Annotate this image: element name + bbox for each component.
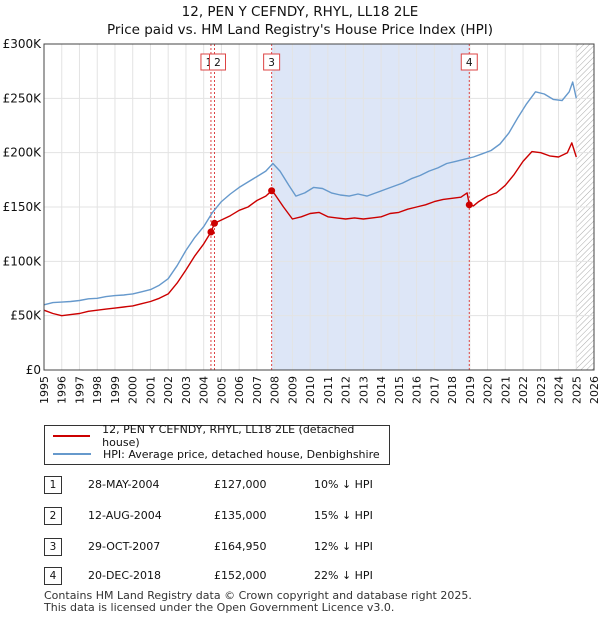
transaction-row: 4 20-DEC-2018 £152,000 22% ↓ HPI	[44, 567, 404, 587]
x-tick-label: 2003	[180, 376, 193, 404]
legend-item-hpi: HPI: Average price, detached house, Denb…	[53, 446, 380, 462]
sale-number-label: 2	[214, 57, 221, 69]
x-tick-label: 2024	[553, 376, 566, 404]
x-tick-label: 2016	[411, 376, 424, 404]
x-tick-label: 2007	[251, 376, 264, 404]
x-tick-label: 2009	[286, 376, 299, 404]
x-tick-label: 2010	[304, 376, 317, 404]
transaction-number: 2	[44, 507, 62, 525]
x-tick-label: 2004	[198, 376, 211, 404]
x-tick-label: 1997	[73, 376, 86, 404]
x-tick-label: 1996	[56, 376, 69, 404]
y-tick-label: £0	[26, 363, 41, 377]
x-tick-label: 2013	[357, 376, 370, 404]
transaction-row: 2 12-AUG-2004 £135,000 15% ↓ HPI	[44, 507, 404, 527]
x-tick-label: 2018	[446, 376, 459, 404]
sale-number-box	[460, 53, 478, 71]
sale-point	[268, 187, 276, 195]
x-tick-label: 1995	[38, 376, 51, 404]
x-tick-label: 2023	[535, 376, 548, 404]
x-tick-label: 2006	[233, 376, 246, 404]
transaction-hpi-diff: 10% ↓ HPI	[314, 478, 373, 491]
price-chart: 1 2 3 4 £0 £50K £100K £150K £200K £250K £300K 1995 1…	[3, 37, 600, 404]
x-tick-label: 2008	[269, 376, 282, 404]
x-tick-label: 2014	[375, 376, 388, 404]
footer-copyright: Contains HM Land Registry data © Crown c…	[44, 589, 472, 602]
x-tick-label: 2026	[588, 376, 600, 404]
transaction-date: 29-OCT-2007	[88, 540, 161, 553]
x-tick-label: 2020	[482, 376, 495, 404]
legend-label-hpi: HPI: Average price, detached house, Denb…	[103, 447, 380, 461]
hpi-series-line	[43, 81, 577, 306]
sale-number-box	[263, 53, 281, 71]
x-tick-label: 2000	[127, 376, 140, 404]
transaction-number: 1	[44, 476, 62, 494]
transaction-date: 20-DEC-2018	[88, 569, 162, 582]
y-tick-label: £100K	[3, 254, 43, 268]
transaction-price: £152,000	[214, 569, 267, 582]
sale-point	[465, 201, 473, 209]
sale-number-label: 1	[206, 57, 213, 69]
x-tick-label: 2022	[517, 376, 530, 404]
x-tick-label: 2015	[393, 376, 406, 404]
y-tick-label: £300K	[3, 37, 43, 51]
y-tick-label: £50K	[10, 309, 42, 323]
transaction-hpi-diff: 12% ↓ HPI	[314, 540, 373, 553]
x-tick-label: 2017	[428, 376, 441, 404]
y-tick-label: £200K	[3, 146, 43, 160]
sale-number-label: 3	[268, 57, 275, 69]
y-tick-label: £250K	[3, 91, 43, 105]
x-tick-label: 1999	[109, 376, 122, 404]
x-tick-label: 2021	[499, 376, 512, 404]
property-series-line	[43, 142, 577, 317]
x-tick-label: 2019	[464, 376, 477, 404]
plot-border	[43, 43, 595, 371]
transaction-date: 28-MAY-2004	[88, 478, 160, 491]
transaction-row: 1 28-MAY-2004 £127,000 10% ↓ HPI	[44, 476, 404, 496]
legend-swatch-hpi	[53, 453, 91, 455]
chart-title-address: 12, PEN Y CEFNDY, RHYL, LL18 2LE	[181, 4, 419, 20]
x-tick-label: 2005	[215, 376, 228, 404]
x-tick-label: 1998	[91, 376, 104, 404]
x-tick-label: 2001	[144, 376, 157, 404]
transaction-number: 4	[44, 567, 62, 585]
sale-point	[211, 219, 218, 227]
x-tick-label: 2025	[570, 376, 583, 404]
legend-label-property: 12, PEN Y CEFNDY, RHYL, LL18 2LE (detach…	[102, 423, 355, 449]
transaction-price: £164,950	[214, 540, 267, 553]
x-tick-label: 2011	[322, 376, 335, 404]
sale-number-label: 4	[466, 57, 473, 69]
footer-attribution: Contains HM Land Registry data © Crown c…	[44, 590, 472, 614]
transaction-date: 12-AUG-2004	[88, 509, 162, 522]
y-tick-label: £150K	[3, 200, 43, 214]
transaction-hpi-diff: 15% ↓ HPI	[314, 509, 373, 522]
x-tick-label: 2012	[340, 376, 353, 404]
transaction-hpi-diff: 22% ↓ HPI	[314, 569, 373, 582]
footer-license: This data is licensed under the Open Gov…	[44, 601, 395, 614]
transaction-number: 3	[44, 538, 62, 556]
legend-swatch-property	[53, 435, 91, 437]
sale-number-box	[209, 53, 226, 71]
sale-point	[207, 228, 215, 236]
transaction-price: £135,000	[214, 509, 267, 522]
transaction-price: £127,000	[214, 478, 267, 491]
chart-subtitle: Price paid vs. HM Land Registry's House …	[107, 22, 493, 38]
legend-item-property: 12, PEN Y CEFNDY, RHYL, LL18 2LE (detach…	[53, 423, 389, 449]
x-tick-label: 2002	[162, 376, 175, 404]
chart-legend: 12, PEN Y CEFNDY, RHYL, LL18 2LE (detach…	[44, 423, 390, 465]
transaction-row: 3 29-OCT-2007 £164,950 12% ↓ HPI	[44, 538, 404, 558]
